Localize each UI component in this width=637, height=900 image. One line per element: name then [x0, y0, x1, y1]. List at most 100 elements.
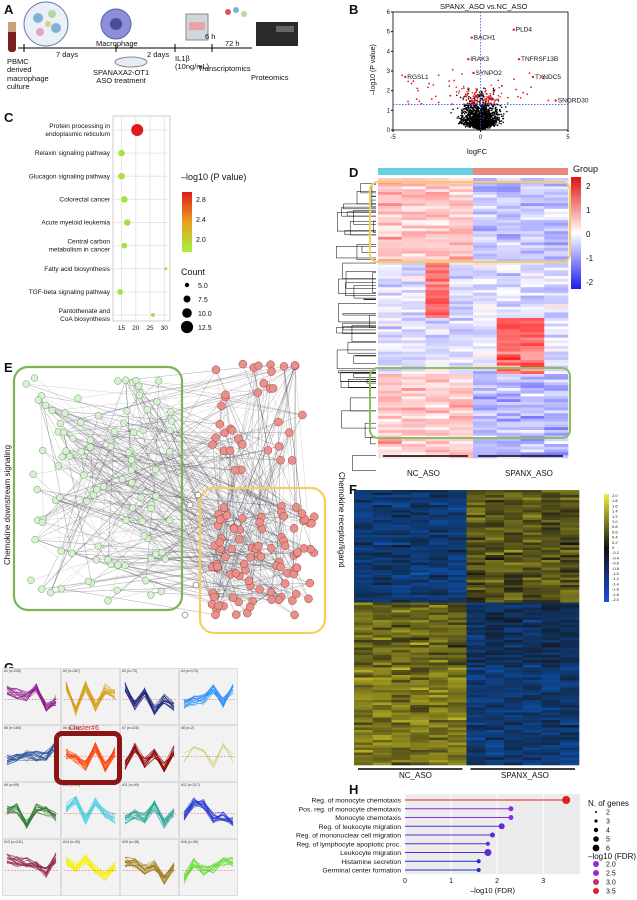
f-cell	[391, 715, 411, 718]
d-cell	[496, 413, 521, 417]
f-cell	[410, 702, 430, 706]
d-cell	[473, 449, 498, 453]
f-cell	[560, 620, 580, 623]
network-edge	[125, 379, 303, 416]
f-cell	[410, 592, 430, 596]
panel-h-letter: H	[349, 782, 359, 797]
network-node-pink	[211, 610, 220, 620]
network-node-pink	[238, 514, 247, 523]
d-cell	[401, 416, 426, 420]
d-cell	[496, 388, 521, 392]
f-cell	[485, 595, 505, 598]
f-cell	[504, 595, 524, 598]
d-dendrogram-branch	[345, 282, 376, 297]
f-cell	[410, 612, 430, 616]
d-cell	[496, 323, 521, 327]
il1b-label: IL1β (10ng/mL)	[175, 54, 210, 72]
d-cell	[449, 186, 474, 190]
f-cell	[354, 492, 374, 496]
d-cell	[473, 390, 498, 394]
d-cell	[544, 197, 569, 201]
f-cell	[560, 667, 580, 671]
f-cell	[541, 670, 561, 673]
volcano-point	[492, 89, 495, 91]
d-cell	[520, 329, 545, 333]
volcano-point	[491, 113, 493, 115]
d-cell	[544, 287, 569, 291]
network-edge	[45, 405, 115, 432]
f-cell	[504, 660, 524, 663]
f-cell	[429, 502, 449, 506]
d-cell	[401, 393, 426, 397]
f-cell	[354, 677, 374, 681]
d-cell	[520, 304, 545, 308]
network-node-green	[56, 493, 64, 502]
d-cell	[449, 306, 474, 310]
volcano-point	[462, 119, 465, 121]
d-cell	[520, 287, 545, 291]
f-cell	[410, 760, 430, 763]
volcano-point	[477, 122, 479, 125]
f-cell	[504, 630, 524, 633]
volcano-point	[482, 108, 485, 111]
f-cell	[372, 555, 392, 558]
d-cell	[401, 214, 426, 218]
network-edge	[147, 450, 231, 539]
d-cell	[401, 385, 426, 389]
f-cell	[560, 500, 580, 503]
f-cell	[447, 517, 467, 521]
f-cell	[466, 620, 486, 623]
f-cell	[560, 605, 580, 608]
f-cell	[522, 500, 542, 503]
c-dot	[118, 172, 125, 180]
f-cell	[354, 645, 374, 648]
d-cell	[520, 337, 545, 341]
d-cell	[520, 318, 545, 322]
f-cell	[560, 735, 580, 738]
network-edge	[259, 556, 262, 590]
h-xtick-label: 0	[403, 878, 407, 885]
d-cell	[401, 315, 426, 319]
f-cell	[560, 652, 580, 656]
d-cell	[496, 281, 521, 285]
f-cell	[504, 672, 524, 676]
f-cell	[560, 622, 580, 626]
f-cell	[391, 630, 411, 633]
cluster-lines	[123, 742, 176, 773]
volcano-point	[485, 123, 488, 126]
network-node-white	[194, 491, 202, 499]
d-cell	[449, 248, 474, 252]
f-cell	[560, 665, 580, 668]
pbmc-label: PBMC derived macrophage culture	[7, 57, 49, 91]
network-node-green	[61, 409, 69, 417]
f-cell	[466, 645, 486, 648]
f-cell	[522, 510, 542, 513]
network-node-green	[147, 591, 155, 599]
f-cell	[354, 597, 374, 601]
d-cell	[378, 203, 403, 207]
d-cell	[378, 318, 403, 322]
f-cell	[391, 560, 411, 563]
network-node-pink	[292, 503, 301, 512]
f-legend-tick: 1.2	[612, 514, 618, 519]
f-cell	[410, 582, 430, 586]
network-node-green	[130, 428, 138, 437]
network-edge	[216, 460, 281, 565]
d-cell	[496, 318, 521, 322]
network-edge	[107, 431, 115, 560]
f-cell	[560, 717, 580, 721]
network-edge	[110, 446, 297, 508]
f-cell	[541, 730, 561, 733]
c-size-dot	[183, 295, 191, 303]
c-category-label: Acute myeloid leukemia	[41, 220, 110, 227]
network-edge	[37, 489, 279, 601]
f-cell	[560, 557, 580, 561]
d-cell	[496, 329, 521, 333]
f-cell	[372, 752, 392, 756]
d-cell	[520, 295, 545, 299]
volcano-point	[480, 124, 483, 126]
d-cell	[449, 360, 474, 364]
network-edge	[93, 495, 288, 574]
f-cell	[391, 665, 411, 668]
f-cell	[410, 730, 430, 733]
